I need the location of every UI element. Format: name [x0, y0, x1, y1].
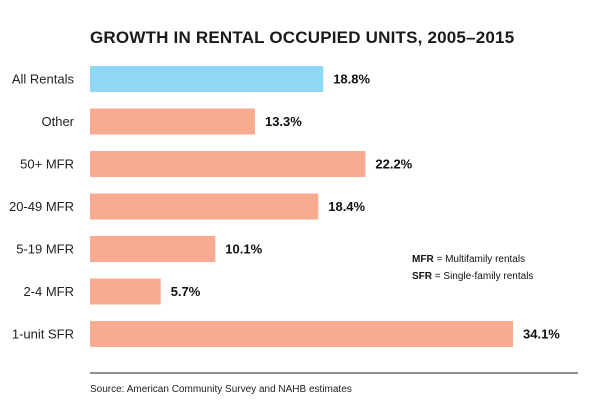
value-label: 18.8%: [333, 72, 370, 87]
note-mfr-text: = Multifamily rentals: [434, 254, 525, 265]
note-sfr-abbr: SFR: [412, 271, 433, 282]
source-note: Source: American Community Survey and NA…: [90, 384, 352, 395]
category-label: Other: [41, 114, 74, 129]
note-mfr: MFR = Multifamily rentals: [412, 254, 525, 265]
bar: [90, 321, 513, 347]
bar: [90, 278, 161, 305]
category-label: 5-19 MFR: [16, 242, 74, 257]
value-label: 18.4%: [328, 199, 365, 214]
value-label: 5.7%: [171, 284, 201, 299]
chart-title: GROWTH IN RENTAL OCCUPIED UNITS, 2005–20…: [90, 28, 514, 47]
category-label: 1-unit SFR: [12, 327, 74, 342]
bar: [90, 151, 366, 177]
category-label: 20-49 MFR: [9, 199, 74, 214]
legend-notes: MFR = Multifamily rentals SFR = Single-f…: [412, 254, 533, 282]
value-label: 22.2%: [375, 157, 412, 172]
bar: [90, 236, 216, 262]
value-label: 34.1%: [523, 327, 560, 342]
bar: [90, 66, 324, 92]
note-sfr-text: = Single-family rentals: [432, 271, 533, 282]
note-sfr: SFR = Single-family rentals: [412, 271, 533, 282]
category-label: 50+ MFR: [20, 157, 74, 172]
bars-group: All Rentals 18.8% Other 13.3% 50+ MFR 22.2% 20…: [9, 66, 560, 347]
category-label: All Rentals: [12, 72, 75, 87]
value-label: 13.3%: [265, 114, 302, 129]
bar: [90, 193, 319, 220]
value-label: 10.1%: [225, 242, 262, 257]
category-label: 2-4 MFR: [23, 284, 74, 299]
note-mfr-abbr: MFR: [412, 254, 434, 265]
bar: [90, 108, 255, 135]
